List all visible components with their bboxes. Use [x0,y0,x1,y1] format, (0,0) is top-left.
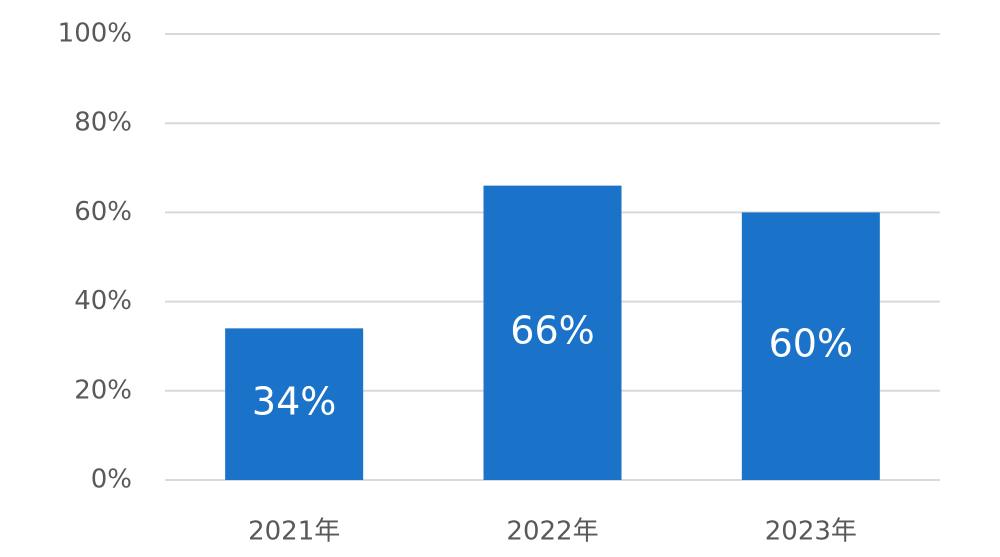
value-label: 34% [252,380,336,424]
y-tick-label: 20% [74,375,132,405]
y-tick-label: 80% [74,108,132,138]
y-tick-label: 40% [74,286,132,316]
x-tick-label: 2022年 [506,517,598,547]
value-label: 60% [769,322,853,366]
value-label: 66% [510,308,594,352]
bar [225,328,364,480]
y-tick-label: 100% [58,19,132,49]
x-tick-label: 2023年 [765,517,857,547]
x-tick-label: 2021年 [248,517,340,547]
y-tick-label: 0% [91,465,132,495]
bar [483,185,622,480]
y-tick-label: 60% [74,197,132,227]
bar [741,212,880,480]
